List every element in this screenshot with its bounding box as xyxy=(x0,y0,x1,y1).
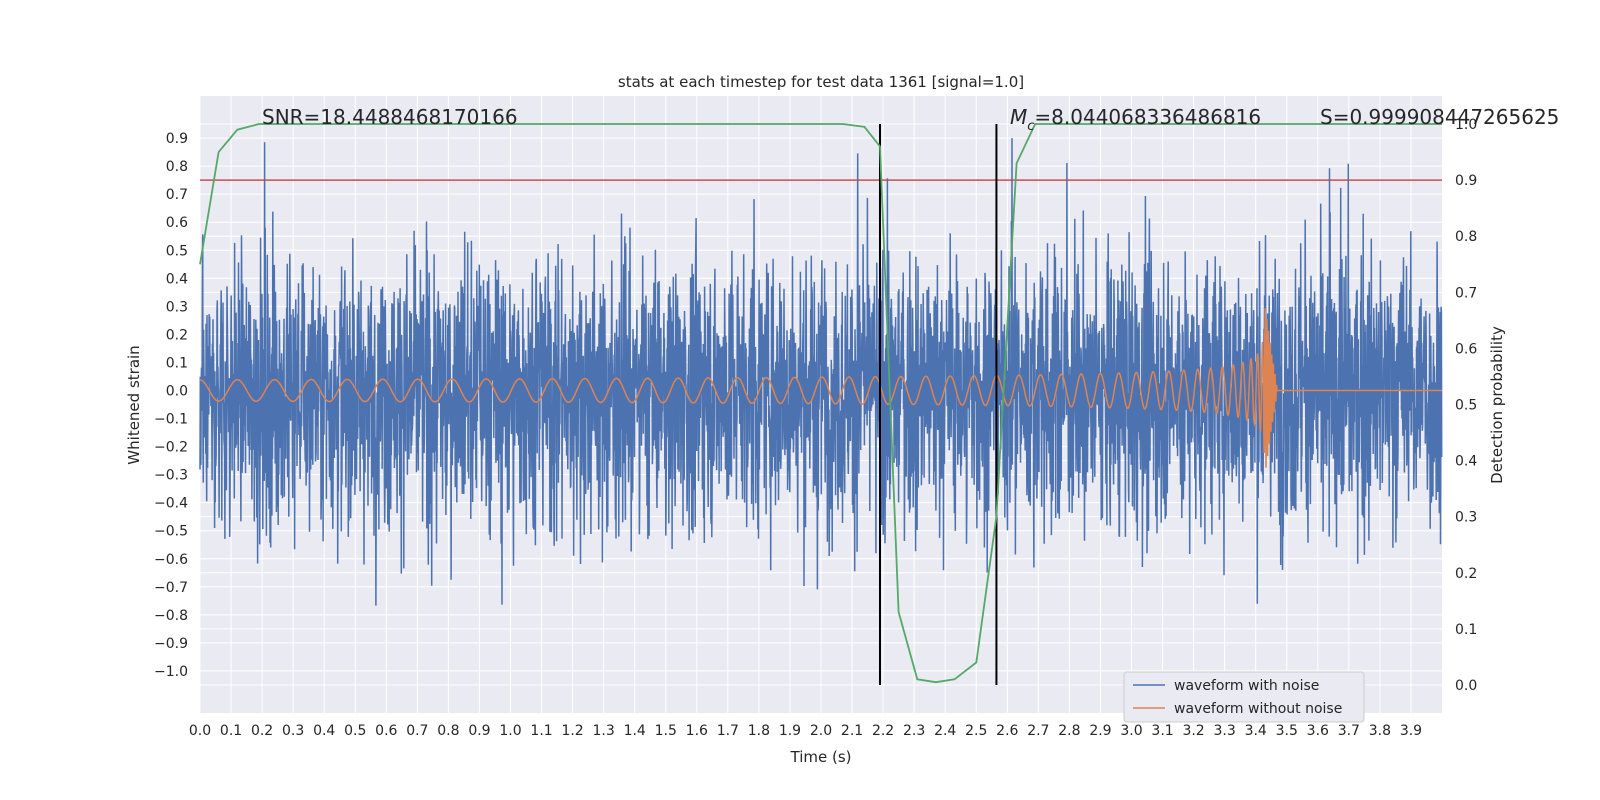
y2-tick-label: 0.8 xyxy=(1455,229,1477,245)
y2-tick-label: 0.5 xyxy=(1455,398,1477,414)
x-tick-label: 3.8 xyxy=(1369,723,1391,739)
y2-tick-label: 0.0 xyxy=(1455,678,1477,694)
y-tick-label: −0.8 xyxy=(154,608,188,624)
y-tick-label: −0.2 xyxy=(154,440,188,456)
x-tick-label: 1.3 xyxy=(593,723,615,739)
x-tick-label: 3.1 xyxy=(1151,723,1173,739)
detection-probability-series xyxy=(199,123,1442,684)
legend-box xyxy=(1123,671,1365,723)
y-tick-label: 0.4 xyxy=(166,271,188,287)
x-tick-label: 0.6 xyxy=(375,723,397,739)
y-tick-label: 0.2 xyxy=(166,327,188,343)
y-tick-label: −0.3 xyxy=(154,468,188,484)
x-tick-label: 3.6 xyxy=(1307,723,1329,739)
y-tick-label: −0.1 xyxy=(154,412,188,428)
x-tick-label: 0.0 xyxy=(189,723,211,739)
chirp-mass-annotation: Mc=8.044068336486816 xyxy=(1010,105,1261,134)
y-tick-label: 0.5 xyxy=(166,243,188,259)
y-tick-label: 0.0 xyxy=(166,383,188,399)
y-tick-label: −0.9 xyxy=(154,636,188,652)
x-tick-label: 2.7 xyxy=(1027,723,1049,739)
x-tick-label: 2.6 xyxy=(996,723,1018,739)
y-axis-label: Whitened strain xyxy=(125,345,143,464)
y2-axis-label: Detection probability xyxy=(1488,326,1506,484)
y2-tick-label: 0.3 xyxy=(1455,510,1477,526)
clean-waveform-line xyxy=(199,308,1442,468)
x-tick-label: 3.9 xyxy=(1400,723,1422,739)
x-tick-label: 2.4 xyxy=(934,723,956,739)
x-tick-label: 1.8 xyxy=(748,723,770,739)
y2-tick-label: 0.7 xyxy=(1455,285,1477,301)
x-tick-label: 2.0 xyxy=(810,723,832,739)
y-tick-label: −1.0 xyxy=(154,664,188,680)
x-axis-label: Time (s) xyxy=(790,748,852,766)
x-tick-label: 1.6 xyxy=(686,723,708,739)
x-tick-label: 2.9 xyxy=(1089,723,1111,739)
y-tick-label: −0.5 xyxy=(154,524,188,540)
x-tick-label: 0.7 xyxy=(406,723,428,739)
x-tick-label: 1.2 xyxy=(561,723,583,739)
y-tick-label: 0.9 xyxy=(166,131,188,147)
y2-tick-label: 0.4 xyxy=(1455,454,1477,470)
x-tick-label: 1.9 xyxy=(779,723,801,739)
detection-probability-line xyxy=(199,123,1442,684)
x-tick-label: 1.1 xyxy=(530,723,552,739)
x-tick-label: 3.3 xyxy=(1214,723,1236,739)
overlay-lines xyxy=(200,124,1442,685)
x-tick-label: 2.5 xyxy=(965,723,987,739)
y-tick-label: 0.1 xyxy=(166,355,188,371)
y2-tick-label: 0.6 xyxy=(1455,341,1477,357)
y-tick-label: 0.8 xyxy=(166,159,188,175)
x-tick-label: 0.3 xyxy=(282,723,304,739)
legend-label-noise: waveform with noise xyxy=(1174,678,1319,694)
x-tick-label: 2.3 xyxy=(903,723,925,739)
x-tick-label: 3.2 xyxy=(1182,723,1204,739)
x-tick-label: 3.5 xyxy=(1276,723,1298,739)
chirp-mass-subscript: c xyxy=(1027,119,1034,134)
x-tick-label: 1.4 xyxy=(624,723,646,739)
y-tick-label: 0.7 xyxy=(166,187,188,203)
noise-waveform-line xyxy=(199,138,1443,606)
y-tick-label: 0.6 xyxy=(166,215,188,231)
y2-tick-label: 0.9 xyxy=(1455,173,1477,189)
x-tick-label: 1.5 xyxy=(655,723,677,739)
axis-ticks: 0.0 0.1 0.2 0.3 0.4 0.5 0.6 0.7 0.8 0.9 1.0 1.1 1.2 1… xyxy=(154,117,1477,739)
chart-title: stats at each timestep for test data 136… xyxy=(618,73,1024,91)
y2-tick-label: 1.0 xyxy=(1455,117,1477,133)
legend: waveform with noise waveform without noi… xyxy=(1123,671,1365,723)
y-tick-label: −0.7 xyxy=(154,580,188,596)
x-tick-label: 1.0 xyxy=(499,723,521,739)
x-tick-label: 2.2 xyxy=(872,723,894,739)
chirp-mass-value: =8.044068336486816 xyxy=(1034,105,1261,129)
x-tick-label: 3.7 xyxy=(1338,723,1360,739)
x-tick-label: 0.9 xyxy=(468,723,490,739)
y2-tick-label: 0.2 xyxy=(1455,566,1477,582)
y-tick-label: −0.6 xyxy=(154,552,188,568)
x-tick-label: 3.0 xyxy=(1120,723,1142,739)
x-tick-label: 0.1 xyxy=(220,723,242,739)
legend-label-clean: waveform without noise xyxy=(1174,701,1342,717)
x-tick-label: 0.2 xyxy=(251,723,273,739)
x-tick-label: 2.1 xyxy=(841,723,863,739)
x-tick-label: 2.8 xyxy=(1058,723,1080,739)
x-tick-label: 3.4 xyxy=(1245,723,1267,739)
x-tick-label: 0.5 xyxy=(344,723,366,739)
y2-tick-label: 0.1 xyxy=(1455,622,1477,638)
snr-annotation: SNR=18.4488468170166 xyxy=(262,105,518,129)
y-tick-label: 0.3 xyxy=(166,299,188,315)
x-tick-label: 1.7 xyxy=(717,723,739,739)
waveform-without-noise-series xyxy=(199,308,1442,468)
x-tick-label: 0.8 xyxy=(437,723,459,739)
y-tick-label: −0.4 xyxy=(154,496,188,512)
chirp-mass-symbol: M xyxy=(1010,105,1027,129)
score-annotation: S=0.999908447265625 xyxy=(1320,105,1559,129)
waveform-with-noise-series xyxy=(199,138,1443,606)
x-tick-label: 0.4 xyxy=(313,723,335,739)
